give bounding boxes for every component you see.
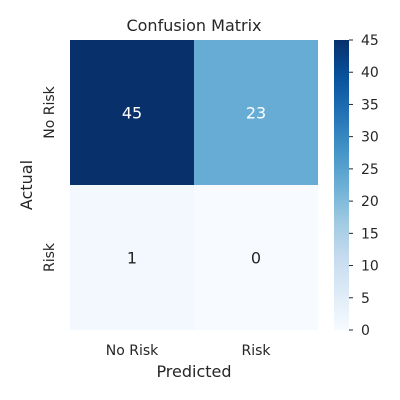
- y-axis-label: Actual: [17, 160, 36, 210]
- x-tick-label: Risk: [241, 343, 271, 359]
- heatmap-cell-1-1: [194, 185, 318, 330]
- colorbar-tick-label: 20: [361, 194, 379, 210]
- heatmap-cell-1-0: [70, 185, 194, 330]
- y-tick-label: No Risk: [42, 85, 58, 138]
- cell-value-1-1: 0: [251, 249, 261, 268]
- colorbar-tick-label: 15: [361, 226, 379, 242]
- colorbar-tick-label: 25: [361, 162, 379, 178]
- heatmap-cell-0-1: [194, 40, 318, 185]
- colorbar-ticks: 0 5 10 15 20 25 30 35 40 45: [349, 33, 379, 339]
- x-tick-label: No Risk: [106, 343, 159, 359]
- colorbar-tick-label: 40: [361, 65, 379, 81]
- colorbar-tick-label: 45: [361, 33, 379, 49]
- colorbar-tick-label: 35: [361, 97, 379, 113]
- cell-value-0-0: 45: [122, 104, 142, 123]
- heatmap-cells: [70, 40, 318, 330]
- y-tick-label: Risk: [42, 242, 58, 272]
- cell-value-0-1: 23: [246, 104, 266, 123]
- colorbar-tick-label: 30: [361, 130, 379, 146]
- heatmap-cell-0-0: [70, 40, 194, 185]
- y-tick-labels: No Risk Risk: [42, 85, 58, 272]
- cell-annotations: 45 23 1 0: [122, 104, 266, 268]
- colorbar-tick-label: 0: [361, 323, 370, 339]
- x-axis-label: Predicted: [156, 362, 231, 381]
- chart-title: Confusion Matrix: [126, 16, 261, 35]
- x-tick-labels: No Risk Risk: [106, 343, 272, 359]
- cell-value-1-0: 1: [127, 249, 137, 268]
- colorbar-tick-label: 10: [361, 259, 379, 275]
- colorbar-tick-label: 5: [361, 291, 370, 307]
- colorbar: [334, 40, 349, 330]
